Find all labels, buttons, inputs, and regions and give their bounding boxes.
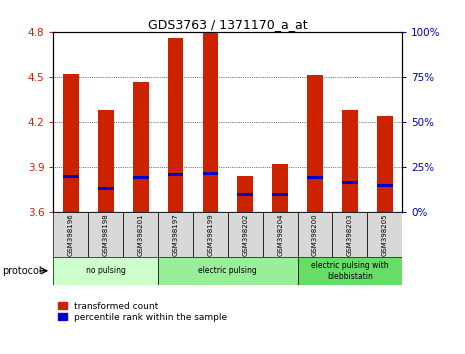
Title: GDS3763 / 1371170_a_at: GDS3763 / 1371170_a_at: [148, 18, 308, 31]
Bar: [203, 33, 218, 212]
Bar: [377, 184, 392, 187]
Bar: [63, 74, 79, 212]
Bar: [133, 176, 148, 179]
Text: GSM398200: GSM398200: [312, 213, 318, 256]
Text: GSM398205: GSM398205: [382, 213, 388, 256]
Bar: [158, 257, 298, 285]
Bar: [238, 193, 253, 196]
Bar: [133, 81, 148, 212]
Bar: [53, 257, 158, 285]
Bar: [307, 176, 323, 179]
Text: GSM398198: GSM398198: [103, 213, 109, 256]
Bar: [88, 212, 123, 257]
Text: GSM398197: GSM398197: [173, 213, 179, 256]
Bar: [342, 110, 358, 212]
Bar: [53, 212, 88, 257]
Bar: [228, 212, 263, 257]
Bar: [298, 257, 402, 285]
Text: electric pulsing with
blebbistatin: electric pulsing with blebbistatin: [311, 261, 389, 280]
Text: GSM398204: GSM398204: [277, 213, 283, 256]
Bar: [203, 172, 218, 175]
Bar: [342, 181, 358, 184]
Bar: [168, 38, 183, 212]
Bar: [263, 212, 298, 257]
Bar: [272, 193, 288, 196]
Legend: transformed count, percentile rank within the sample: transformed count, percentile rank withi…: [58, 302, 227, 322]
Bar: [307, 75, 323, 212]
Bar: [98, 187, 113, 190]
Text: no pulsing: no pulsing: [86, 266, 126, 275]
Bar: [123, 212, 158, 257]
Text: GSM398203: GSM398203: [347, 213, 353, 256]
Bar: [298, 212, 332, 257]
Bar: [63, 175, 79, 178]
Bar: [272, 164, 288, 212]
Bar: [238, 176, 253, 212]
Text: GSM398201: GSM398201: [138, 213, 144, 256]
Text: GSM398199: GSM398199: [207, 213, 213, 256]
Bar: [168, 173, 183, 176]
Bar: [367, 212, 402, 257]
Text: GSM398196: GSM398196: [68, 213, 74, 256]
Text: electric pulsing: electric pulsing: [199, 266, 257, 275]
Bar: [377, 116, 392, 212]
Bar: [332, 212, 367, 257]
Bar: [158, 212, 193, 257]
Bar: [193, 212, 228, 257]
Text: GSM398202: GSM398202: [242, 213, 248, 256]
Text: protocol: protocol: [2, 266, 42, 276]
Bar: [98, 110, 113, 212]
